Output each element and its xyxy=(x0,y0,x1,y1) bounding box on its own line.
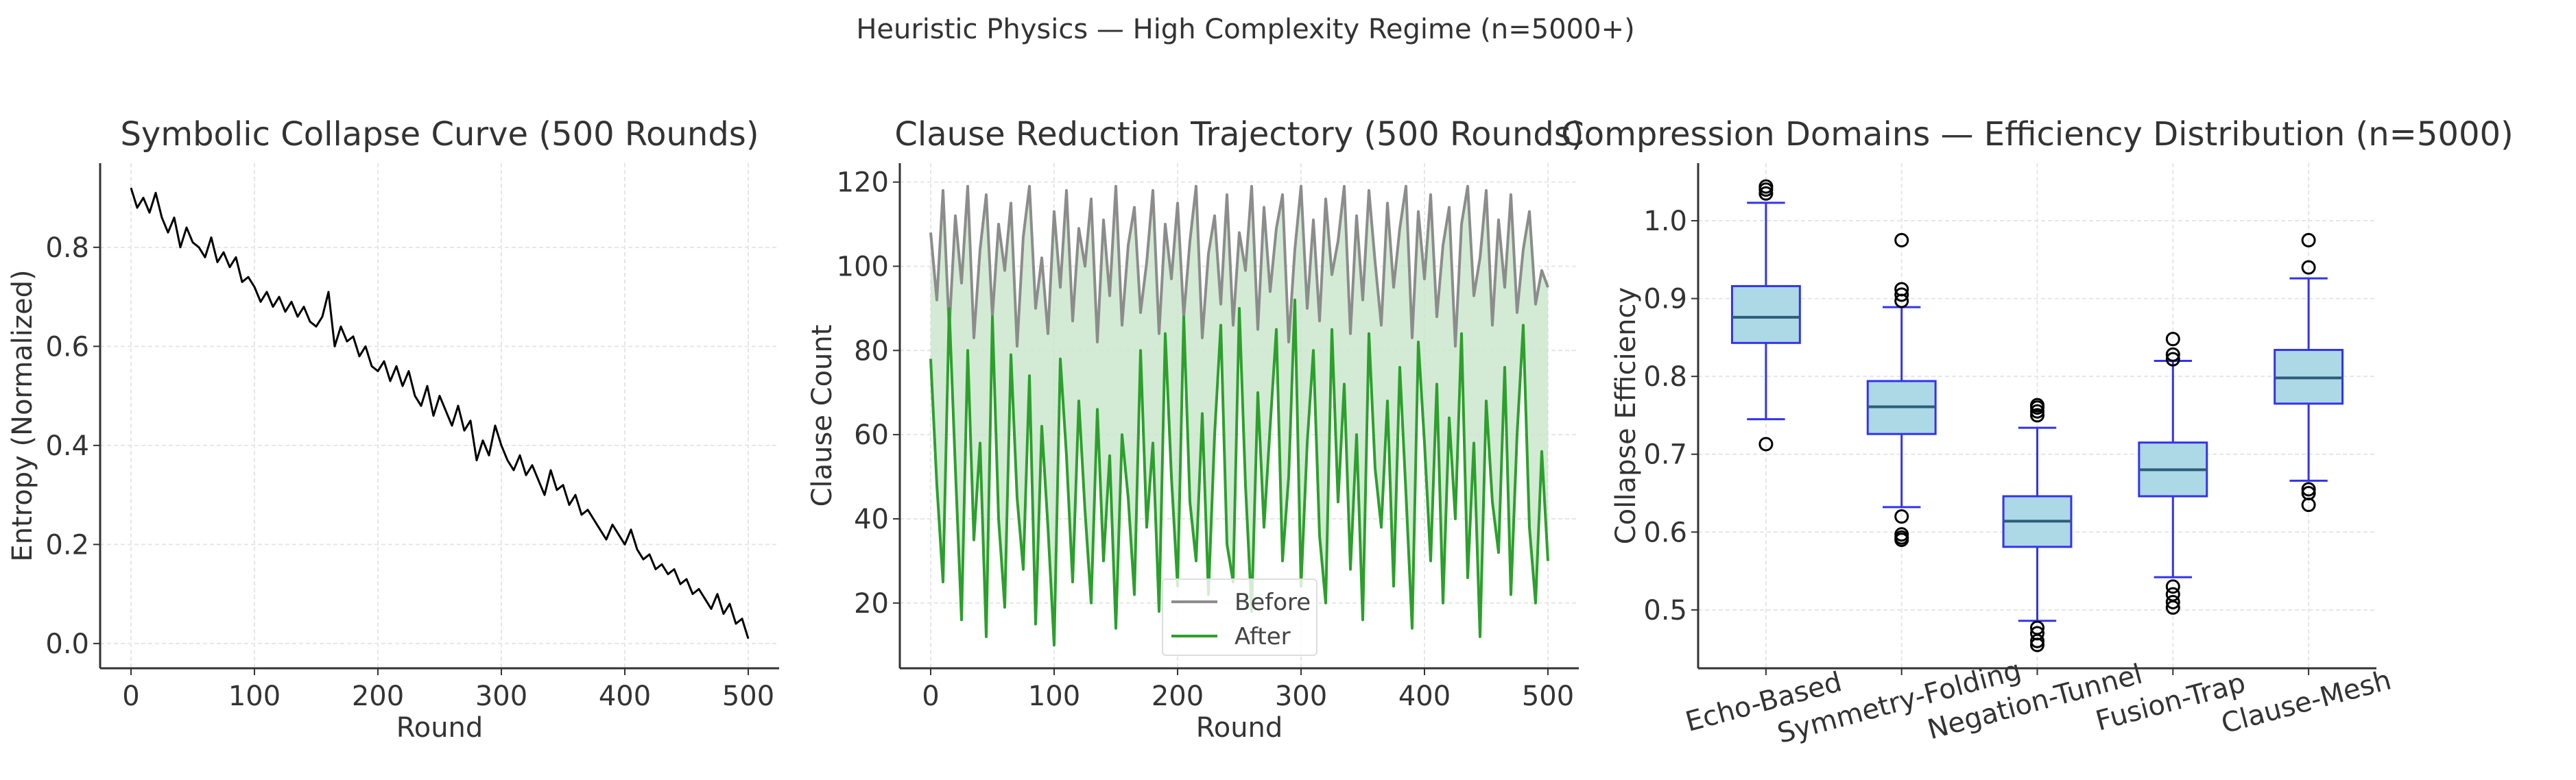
fill-between-area xyxy=(931,186,1548,646)
x-tick-label: 0 xyxy=(122,681,139,712)
x-tick-label: Clause-Mesh xyxy=(2218,664,2394,740)
outlier-point xyxy=(1894,509,1909,524)
chart-title: Clause Reduction Trajectory (500 Rounds) xyxy=(894,115,1584,154)
x-tick-label: 500 xyxy=(1522,681,1574,712)
outlier-point xyxy=(2301,260,2316,275)
y-tick-label: 0.5 xyxy=(1643,595,1687,626)
outlier-point xyxy=(2301,485,2316,500)
outlier-point xyxy=(2030,404,2044,419)
entropy-chart: 0 100 200 300 400 500 0.0 0.2 0.4 0.6 0.8 Symbolic … xyxy=(7,115,779,744)
outlier-point xyxy=(2165,352,2180,367)
x-tick-label: 200 xyxy=(1152,681,1204,712)
suptitle: Heuristic Physics — High Complexity Regi… xyxy=(856,14,1634,45)
outlier-point xyxy=(1894,527,1909,542)
outlier-point xyxy=(2165,332,2180,347)
outlier-point xyxy=(1894,282,1909,297)
outlier-point xyxy=(1758,179,1774,194)
x-tick-label: 0 xyxy=(922,681,939,712)
x-tick-label: 100 xyxy=(228,681,281,712)
y-tick-label: 80 xyxy=(854,335,889,367)
outlier-point xyxy=(1758,437,1774,452)
y-tick-label: 100 xyxy=(837,251,889,282)
outlier-point xyxy=(2030,626,2044,641)
series-line-before xyxy=(929,184,1549,348)
y-tick-label: 0.2 xyxy=(45,529,89,561)
y-tick-label: 0.6 xyxy=(45,331,89,363)
box-negation-tunnel xyxy=(2002,398,2073,653)
x-tick-label: 200 xyxy=(352,681,404,712)
series-line-after xyxy=(929,298,1549,647)
y-tick-label: 0.9 xyxy=(1643,284,1687,315)
outlier-point xyxy=(2165,587,2180,602)
x-tick-label: 400 xyxy=(1398,681,1451,712)
x-tick-label: 300 xyxy=(1275,681,1327,712)
outlier-point xyxy=(2165,347,2180,362)
iqr-box xyxy=(1730,284,1801,344)
outlier-point xyxy=(2030,398,2044,413)
box-fusion-trap xyxy=(2138,332,2208,615)
y-tick-label: 1.0 xyxy=(1643,206,1687,237)
y-tick-label: 120 xyxy=(837,167,889,199)
series-line-0 xyxy=(130,187,750,639)
outlier-point xyxy=(1758,186,1774,201)
x-axis-label: Round xyxy=(396,712,484,744)
x-axis-label: Round xyxy=(1196,712,1283,744)
outlier-point xyxy=(2165,579,2180,594)
y-tick-label: 40 xyxy=(854,504,889,535)
y-tick-label: 0.8 xyxy=(45,232,89,264)
y-tick-label: 0.8 xyxy=(1643,361,1687,393)
y-axis-label: Collapse Efficiency xyxy=(1610,287,1642,544)
box-symmetry-folding xyxy=(1866,232,1937,548)
legend: Before After xyxy=(1162,578,1317,656)
chart-title: Compression Domains — Efficiency Distrib… xyxy=(1561,115,2514,154)
y-axis-label: Clause Count xyxy=(807,325,838,507)
x-tick-label: 500 xyxy=(722,681,774,712)
y-axis-label: Entropy (Normalized) xyxy=(7,269,38,561)
efficiency-boxplot: Echo-BasedSymmetry-FoldingNegation-Tunne… xyxy=(1561,115,2514,750)
y-tick-label: 0.4 xyxy=(45,430,89,462)
y-tick-label: 60 xyxy=(854,419,889,451)
y-tick-label: 0.0 xyxy=(45,629,89,660)
legend-label-before: Before xyxy=(1235,589,1311,616)
outlier-point xyxy=(2301,232,2316,247)
outlier-point xyxy=(1894,287,1909,302)
outlier-point xyxy=(2030,408,2044,423)
chart-title: Symbolic Collapse Curve (500 Rounds) xyxy=(120,115,759,154)
box-clause-mesh xyxy=(2274,232,2344,513)
x-tick-label: 400 xyxy=(599,681,651,712)
x-tick-label: 300 xyxy=(475,681,527,712)
box-echo-based xyxy=(1730,179,1801,452)
legend-label-after: After xyxy=(1235,623,1291,650)
outlier-point xyxy=(2301,482,2316,497)
outlier-point xyxy=(2030,620,2044,635)
y-tick-label: 20 xyxy=(854,588,889,620)
y-tick-label: 0.6 xyxy=(1643,517,1687,548)
x-tick-label: 100 xyxy=(1028,681,1080,712)
outlier-point xyxy=(1894,232,1909,247)
y-tick-label: 0.7 xyxy=(1643,439,1687,471)
outlier-point xyxy=(2165,594,2180,609)
